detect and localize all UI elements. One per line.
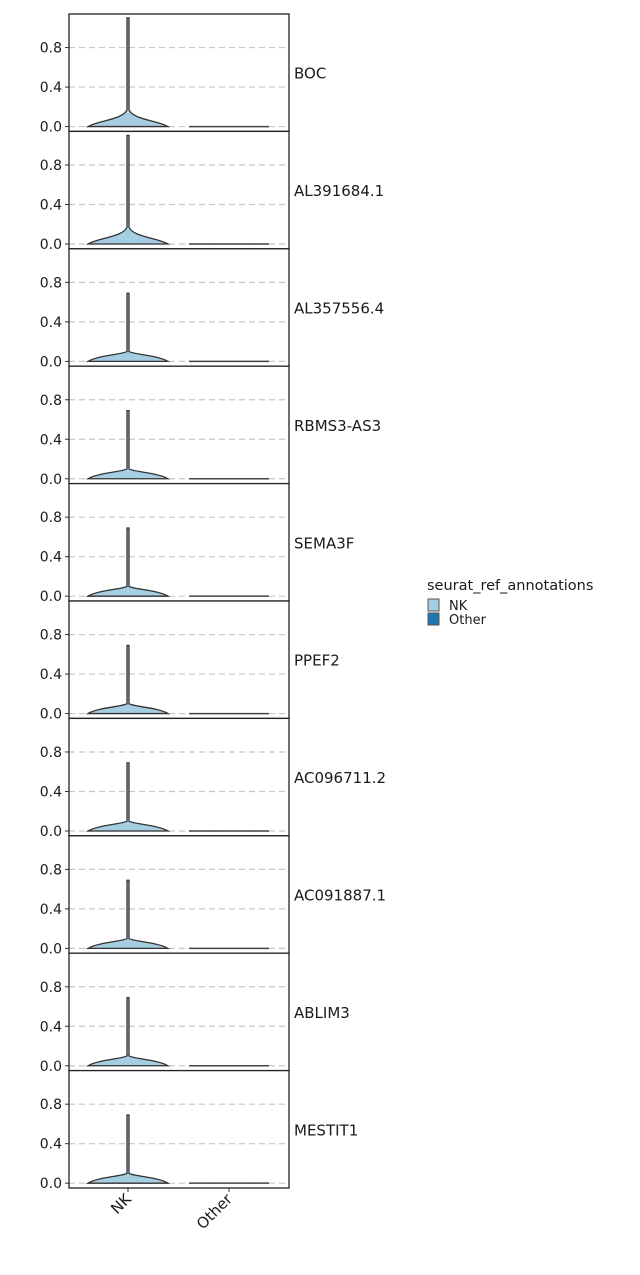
y-tick-label: 0.8: [40, 393, 62, 409]
violin-nk: [85, 879, 171, 950]
y-tick-label: 0.8: [40, 628, 62, 644]
gene-label: AL391684.1: [294, 182, 384, 200]
y-tick-label: 0.8: [40, 510, 62, 526]
panel-ac096711.2: 0.0 0.4 0.8 AC096711.2: [40, 717, 386, 840]
panel-mestit1: 0.0 0.4 0.8 MESTIT1: [40, 1069, 358, 1192]
panel-al357556.4: 0.0 0.4 0.8 AL357556.4: [40, 248, 384, 370]
y-tick-label: 0.8: [40, 980, 62, 996]
panel-background: [69, 248, 289, 367]
panel-background: [69, 835, 289, 954]
y-tick-label: 0.0: [40, 354, 62, 370]
y-tick-label: 0.0: [40, 589, 62, 605]
y-tick-label: 0.0: [40, 824, 62, 840]
panel-background: [69, 953, 289, 1071]
gene-label: BOC: [294, 65, 326, 83]
gene-label: PPEF2: [294, 652, 340, 670]
panel-al391684.1: 0.0 0.4 0.8 AL391684.1: [40, 130, 384, 253]
x-tick-label-nk: NK: [107, 1189, 135, 1217]
panel-rbms3-as3: 0.0 0.4 0.8 RBMS3-AS3: [40, 365, 381, 488]
panel-background: [69, 1070, 289, 1188]
violin-nk: [85, 134, 171, 245]
gene-label: ABLIM3: [294, 1004, 350, 1022]
y-tick-label: 0.0: [40, 1059, 62, 1075]
legend-swatch-nk: [427, 598, 440, 612]
gene-label: AC091887.1: [294, 887, 386, 905]
violin-nk: [85, 292, 171, 363]
violin-nk: [85, 644, 171, 715]
y-tick-label: 0.4: [40, 550, 62, 566]
gene-label: RBMS3-AS3: [294, 417, 381, 435]
y-tick-label: 0.0: [40, 707, 62, 723]
y-tick-label: 0.4: [40, 315, 62, 331]
y-tick-label: 0.0: [40, 120, 62, 136]
panel-background: [69, 483, 289, 601]
panel-border: [68, 1069, 290, 1189]
y-tick-label: 0.0: [40, 1176, 62, 1192]
y-tick-label: 0.0: [40, 941, 62, 957]
violin-nk: [85, 1114, 171, 1184]
panel-ac091887.1: 0.0 0.4 0.8 AC091887.1: [40, 835, 386, 957]
violin-nk: [85, 762, 171, 832]
legend-title: seurat_ref_annotations: [427, 578, 593, 594]
legend-swatch-other: [427, 612, 440, 626]
panel-background: [69, 718, 289, 836]
gene-label: MESTIT1: [294, 1121, 358, 1139]
violin-nk: [85, 17, 171, 128]
violin-nk: [85, 527, 171, 597]
panel-background: [69, 131, 289, 249]
gene-label: SEMA3F: [294, 534, 354, 552]
y-tick-label: 0.8: [40, 41, 62, 57]
y-tick-label: 0.4: [40, 667, 62, 683]
panel-ppef2: 0.0 0.4 0.8 PPEF2: [40, 600, 340, 723]
y-tick-label: 0.8: [40, 862, 62, 878]
panel-sema3f: 0.0 0.4 0.8 SEMA3F: [40, 482, 354, 605]
legend: seurat_ref_annotations NK Other: [427, 578, 593, 628]
y-tick-label: 0.0: [40, 237, 62, 253]
y-tick-label: 0.4: [40, 80, 62, 96]
violin-nk: [85, 409, 171, 480]
y-tick-label: 0.8: [40, 1097, 62, 1113]
y-tick-label: 0.4: [40, 432, 62, 448]
panel-background: [69, 14, 289, 132]
y-tick-label: 0.4: [40, 1137, 62, 1153]
gene-label: AL357556.4: [294, 300, 384, 318]
y-tick-label: 0.8: [40, 745, 62, 761]
y-tick-label: 0.0: [40, 472, 62, 488]
panel-background: [69, 601, 289, 719]
x-tick-label-other: Other: [193, 1190, 236, 1233]
y-tick-label: 0.8: [40, 275, 62, 291]
legend-label-nk: NK: [449, 599, 468, 614]
violin-nk: [85, 996, 171, 1067]
panel-boc: 0.0 0.4 0.8 BOC: [40, 13, 326, 136]
y-tick-label: 0.4: [40, 197, 62, 213]
legend-label-other: Other: [449, 613, 487, 628]
panel-background: [69, 366, 289, 484]
y-tick-label: 0.4: [40, 1019, 62, 1035]
y-tick-label: 0.4: [40, 784, 62, 800]
panel-ablim3: 0.0 0.4 0.8 ABLIM3: [40, 952, 350, 1075]
y-tick-label: 0.8: [40, 158, 62, 174]
y-tick-label: 0.4: [40, 902, 62, 918]
gene-label: AC096711.2: [294, 769, 386, 787]
